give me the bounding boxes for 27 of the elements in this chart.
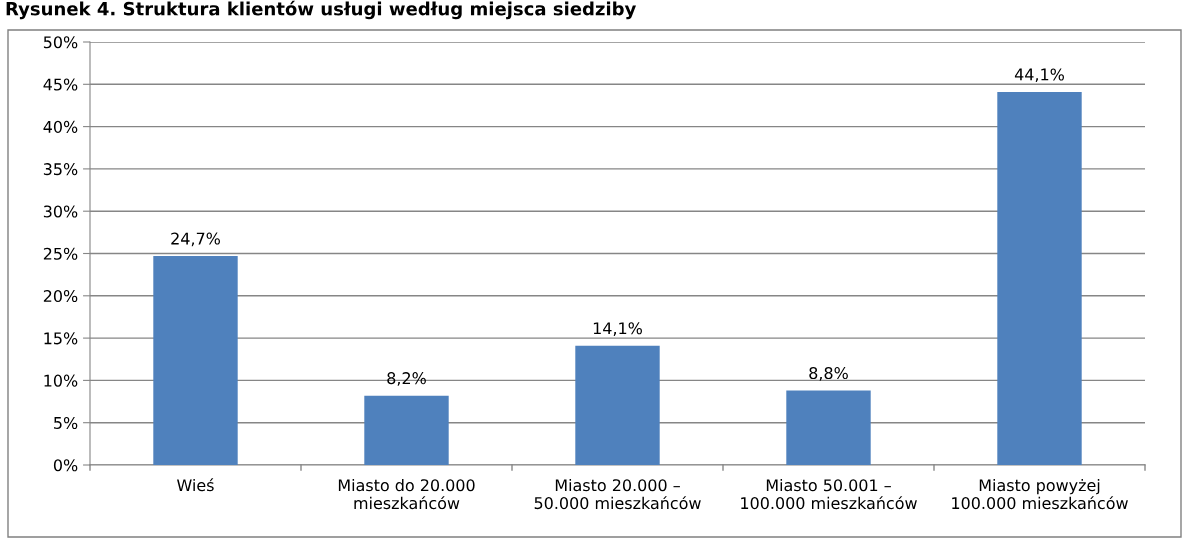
y-tick-label: 5% [54,416,78,429]
y-tick-label: 0% [53,459,78,472]
chart-title: Rysunek 4. Struktura klientów usługi według miejsca siedziby [6,0,637,20]
bar [786,390,871,465]
bar [364,395,449,465]
y-tick-label: 45% [43,78,78,91]
y-tick-label: 10% [44,374,78,387]
bar [575,345,660,465]
x-tick-label: Wieś [177,478,214,492]
y-tick-label: 20% [43,290,78,303]
bar [153,256,238,465]
data-label: 24,7% [171,232,220,247]
data-label: 8,8% [809,367,848,381]
x-tick-label: Miasto do 20.000 mieszkańców [338,478,475,510]
data-label: 44,1% [1014,68,1064,83]
x-tick-label: Miasto powyżej 100.000 mieszkańców [952,478,1128,510]
y-tick-label: 35% [43,163,78,176]
x-tick-label: Miasto 20.000 – 50.000 mieszkańców [534,478,701,510]
x-tick-label: Miasto 50.001 – 100.000 mieszkańców [741,478,917,510]
bar [997,91,1082,465]
y-tick-label: 15% [44,332,78,345]
y-tick-label: 25% [43,247,78,260]
data-label: 8,2% [387,372,426,386]
data-label: 14,1% [593,322,642,336]
y-tick-label: 30% [43,205,78,218]
y-tick-label: 50% [43,36,78,49]
y-tick-label: 40% [43,120,78,133]
